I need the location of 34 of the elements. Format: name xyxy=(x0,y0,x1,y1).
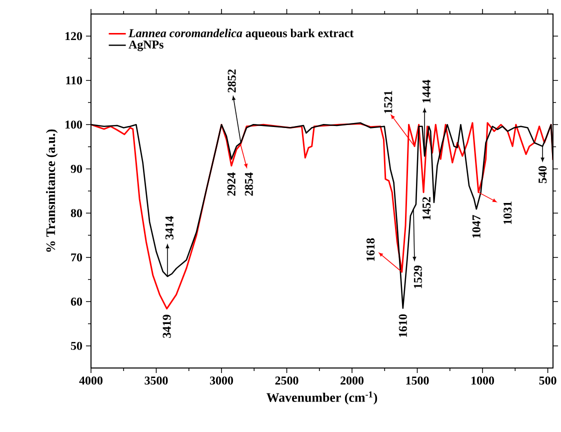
y-tick-label: 100 xyxy=(65,120,82,129)
x-tick-label: 3000 xyxy=(210,376,233,385)
annotation: 2854 xyxy=(244,172,253,196)
y-tick-label: 120 xyxy=(65,32,82,40)
annotation: 1521 xyxy=(384,90,392,114)
y-tick-label: 90 xyxy=(70,164,82,173)
legend-label: AgNPs xyxy=(128,40,164,52)
x-tick-label: 1000 xyxy=(472,376,494,385)
y-tick-label: 60 xyxy=(70,298,82,306)
annotation: 1618 xyxy=(366,238,375,261)
x-tick-label: 1500 xyxy=(406,376,429,385)
annotation: 3414 xyxy=(165,216,174,240)
annotation: 2852 xyxy=(228,69,236,92)
x-tick-label: 2500 xyxy=(275,376,298,385)
annotation: 3419 xyxy=(162,314,171,338)
annotation: 1444 xyxy=(422,80,430,103)
x-tick-label: 3500 xyxy=(144,376,168,385)
y-tick-label: 80 xyxy=(70,209,82,218)
legend-label: Lannea coromandelica aqueous bark extract xyxy=(128,28,354,40)
y-axis-title: % Transmitance (a.u.) xyxy=(46,129,58,252)
x-tick-label: 500 xyxy=(539,376,556,385)
annotation: 2924 xyxy=(227,172,236,196)
annotation: 1047 xyxy=(472,215,480,238)
annotation: 1610 xyxy=(398,314,407,337)
annotation: 540 xyxy=(538,166,547,184)
y-tick-label: 50 xyxy=(71,342,82,350)
annotation: 1529 xyxy=(414,266,422,288)
y-tick-label: 110 xyxy=(66,76,82,84)
y-tick-label: 70 xyxy=(71,253,82,262)
annotation: 1031 xyxy=(504,202,512,224)
x-tick-label: 2000 xyxy=(340,376,364,385)
x-tick-label: 4000 xyxy=(79,376,102,385)
x-axis-title: Wavenumber (cm$^{-1}$) xyxy=(266,391,378,404)
annotation: 1452 xyxy=(422,197,431,220)
